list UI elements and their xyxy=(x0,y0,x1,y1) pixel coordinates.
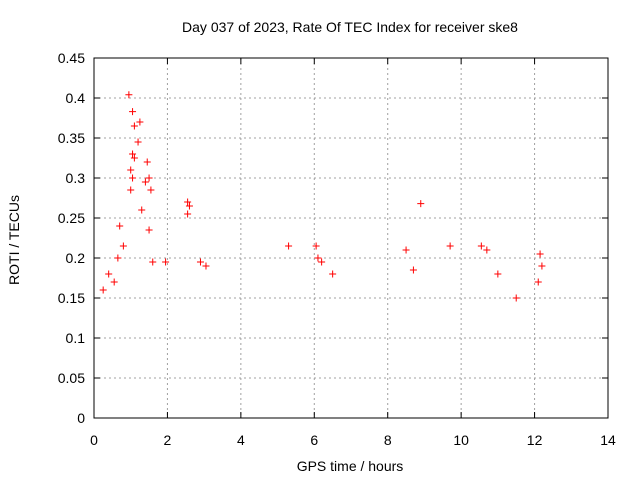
y-tick-label: 0.25 xyxy=(58,210,85,226)
data-point xyxy=(127,186,135,194)
y-axis-label: ROTI / TECUs xyxy=(6,195,22,285)
data-point xyxy=(312,242,320,250)
data-point xyxy=(184,210,192,218)
data-point xyxy=(130,122,138,130)
data-point xyxy=(141,178,149,186)
grid-lines xyxy=(94,58,608,418)
data-point xyxy=(494,270,502,278)
data-point xyxy=(130,154,138,162)
data-point xyxy=(147,186,155,194)
data-point xyxy=(127,166,135,174)
data-point xyxy=(129,150,137,158)
data-point xyxy=(285,242,293,250)
y-tick-label: 0.15 xyxy=(58,290,85,306)
x-tick-label: 10 xyxy=(453,432,469,448)
data-point xyxy=(114,254,122,262)
data-point xyxy=(196,258,204,266)
data-point xyxy=(446,242,454,250)
x-axis-label: GPS time / hours xyxy=(297,458,404,474)
y-tick-label: 0.4 xyxy=(66,90,86,106)
data-point xyxy=(402,246,410,254)
axis-ticks: 0 2 4 6 8 10 12 14 0 0.05 0.1 0.15 0.2 0.25 0.3 0.35 0.4… xyxy=(58,50,616,448)
y-tick-label: 0.45 xyxy=(58,50,85,66)
data-point xyxy=(136,118,144,126)
x-tick-label: 4 xyxy=(237,432,245,448)
data-point xyxy=(318,258,326,266)
data-point xyxy=(119,242,127,250)
data-point xyxy=(99,286,107,294)
data-point xyxy=(417,200,425,208)
y-tick-label: 0.35 xyxy=(58,130,85,146)
data-point xyxy=(512,294,520,302)
data-point xyxy=(138,206,146,214)
data-point xyxy=(162,258,170,266)
plot-frame xyxy=(93,57,609,419)
x-tick-label: 14 xyxy=(600,432,616,448)
x-tick-label: 12 xyxy=(527,432,543,448)
data-point xyxy=(185,202,193,210)
y-tick-label: 0.1 xyxy=(66,330,86,346)
data-point xyxy=(134,138,142,146)
y-tick-label: 0.05 xyxy=(58,370,85,386)
y-tick-label: 0 xyxy=(77,410,85,426)
data-point xyxy=(409,266,417,274)
data-point xyxy=(538,262,546,270)
data-point xyxy=(129,174,137,182)
data-point xyxy=(184,198,192,206)
data-point xyxy=(536,250,544,258)
data-point xyxy=(149,258,157,266)
x-tick-label: 8 xyxy=(384,432,392,448)
data-point xyxy=(143,158,151,166)
data-point xyxy=(110,278,118,286)
x-tick-label: 6 xyxy=(310,432,318,448)
data-point xyxy=(105,270,113,278)
data-point xyxy=(116,222,124,230)
y-tick-label: 0.3 xyxy=(66,170,86,186)
data-point xyxy=(129,108,137,116)
x-tick-label: 0 xyxy=(90,432,98,448)
data-point xyxy=(202,262,210,270)
chart-title: Day 037 of 2023, Rate Of TEC Index for r… xyxy=(182,19,518,35)
data-point xyxy=(145,174,153,182)
data-point xyxy=(534,278,542,286)
data-points xyxy=(99,91,546,302)
x-tick-label: 2 xyxy=(164,432,172,448)
data-point xyxy=(125,91,133,99)
data-point xyxy=(314,254,322,262)
data-point xyxy=(145,226,153,234)
data-point xyxy=(483,246,491,254)
data-point xyxy=(329,270,337,278)
y-tick-label: 0.2 xyxy=(66,250,86,266)
data-point xyxy=(477,242,485,250)
